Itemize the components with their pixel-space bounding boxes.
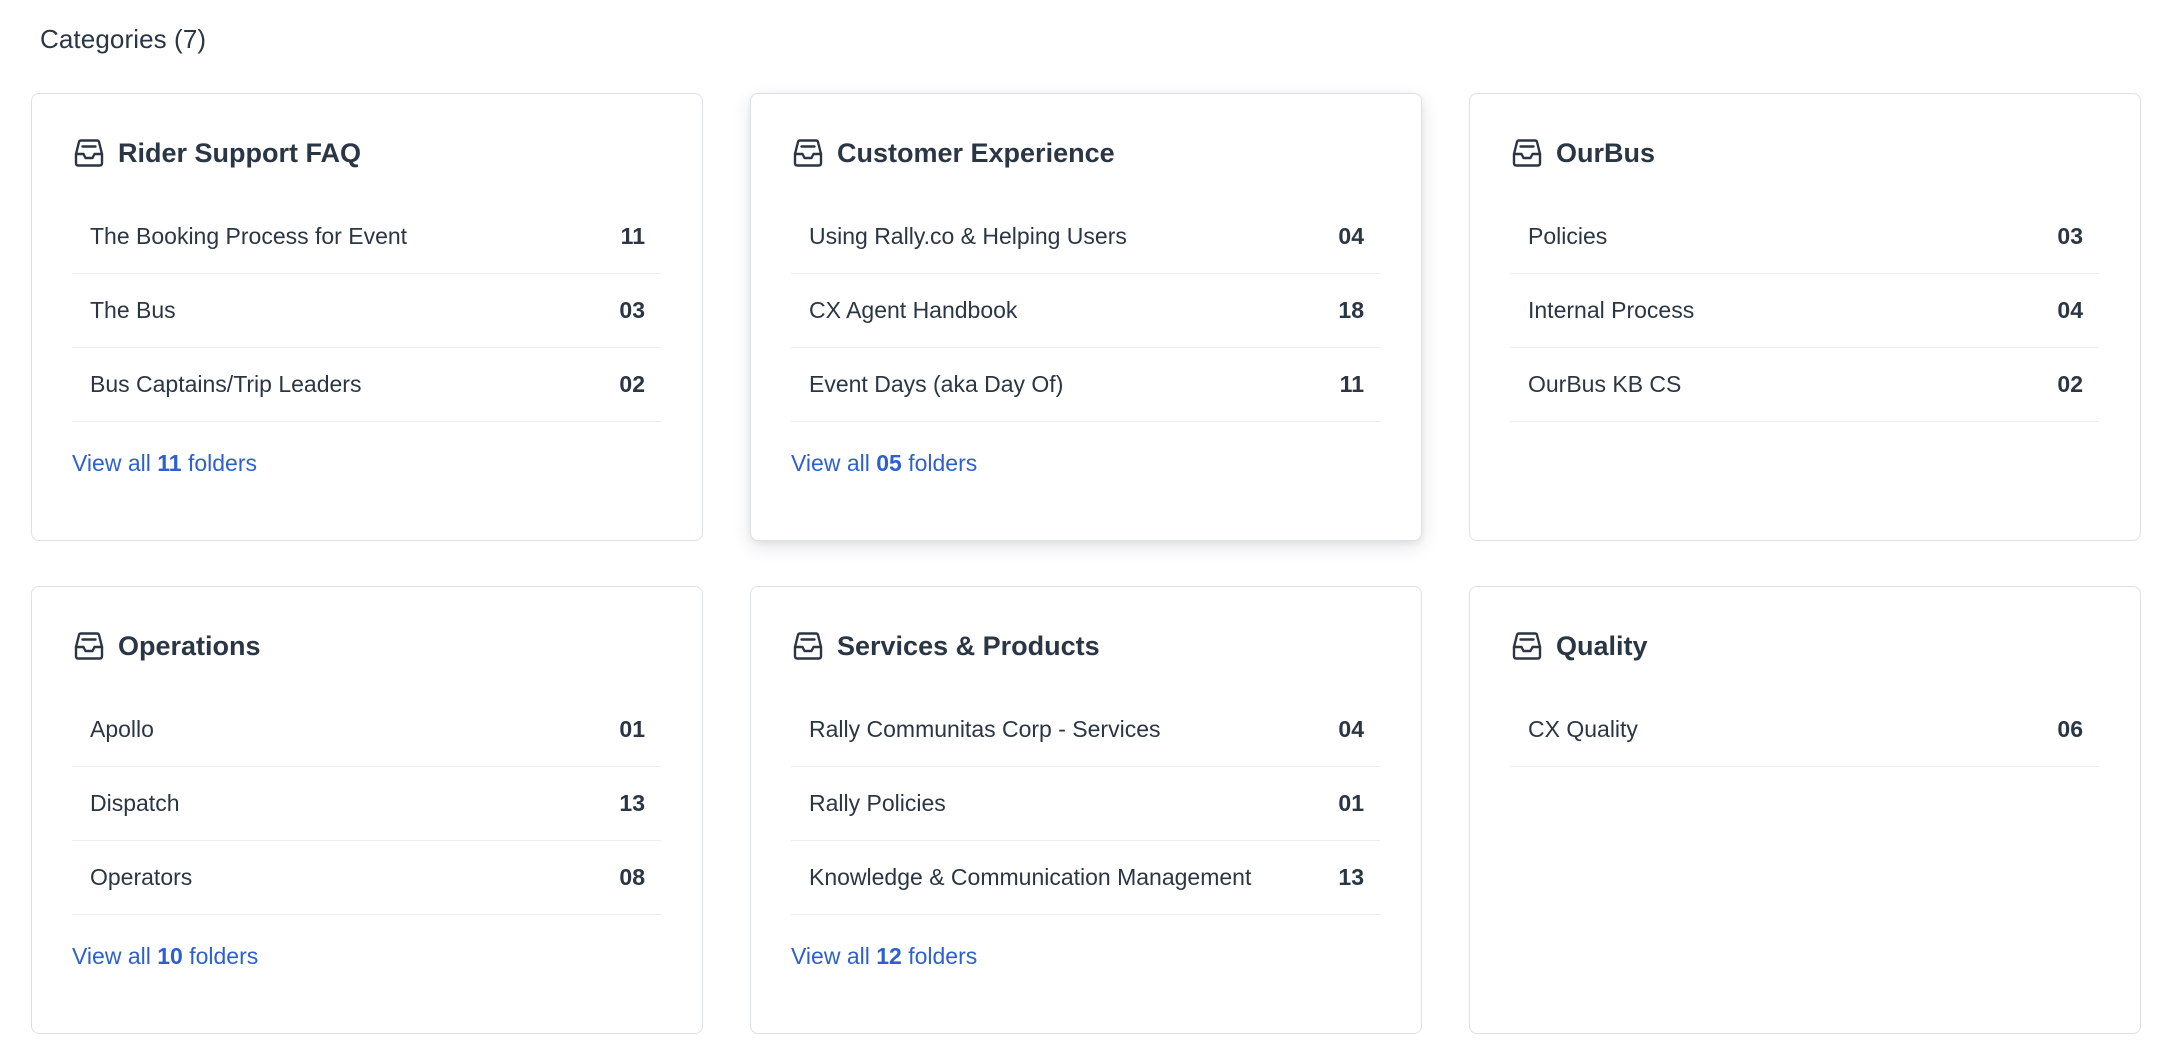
folder-row[interactable]: Using Rally.co & Helping Users 04	[791, 200, 1380, 274]
category-card[interactable]: Quality CX Quality 06	[1469, 586, 2141, 1034]
inbox-tray-icon	[791, 136, 825, 170]
folder-count: 06	[2057, 716, 2083, 742]
folder-name: Internal Process	[1528, 297, 1695, 323]
inbox-tray-icon	[72, 629, 106, 663]
category-card[interactable]: Customer Experience Using Rally.co & Hel…	[750, 93, 1422, 541]
folder-list: CX Quality 06	[1510, 693, 2099, 767]
folder-name: Rally Communitas Corp - Services	[809, 716, 1161, 742]
view-all-folders-link[interactable]: View all 05 folders	[791, 450, 977, 477]
inbox-tray-icon	[72, 136, 106, 170]
folder-list: Apollo 01 Dispatch 13 Operators 08	[72, 693, 661, 915]
view-all-prefix: View all	[72, 450, 151, 476]
folder-list: Rally Communitas Corp - Services 04 Rall…	[791, 693, 1380, 915]
folder-row[interactable]: Policies 03	[1510, 200, 2099, 274]
folder-row[interactable]: Event Days (aka Day Of) 11	[791, 348, 1380, 422]
folder-count: 11	[1339, 371, 1364, 397]
folder-row[interactable]: OurBus KB CS 02	[1510, 348, 2099, 422]
folder-name: Policies	[1528, 223, 1608, 249]
view-all-folders-link[interactable]: View all 10 folders	[72, 943, 258, 970]
folder-count: 03	[2057, 223, 2083, 249]
folder-count: 08	[619, 864, 645, 890]
folder-row[interactable]: Dispatch 13	[72, 767, 661, 841]
view-all-count: 10	[157, 943, 183, 969]
view-all-folders-link[interactable]: View all 12 folders	[791, 943, 977, 970]
folder-count: 18	[1338, 297, 1364, 323]
view-all-count: 05	[876, 450, 902, 476]
folder-row[interactable]: The Bus 03	[72, 274, 661, 348]
folder-name: CX Agent Handbook	[809, 297, 1018, 323]
card-header[interactable]: Operations	[72, 617, 661, 675]
folder-name: Apollo	[90, 716, 154, 742]
view-all-suffix: folders	[908, 450, 978, 476]
view-all-prefix: View all	[791, 943, 870, 969]
view-all-suffix: folders	[908, 943, 978, 969]
card-header[interactable]: Customer Experience	[791, 124, 1380, 182]
category-title[interactable]: OurBus	[1556, 137, 1656, 168]
card-header[interactable]: OurBus	[1510, 124, 2099, 182]
view-all-suffix: folders	[187, 450, 257, 476]
category-card[interactable]: Operations Apollo 01 Dispatch 13 Operato…	[31, 586, 703, 1034]
folder-count: 04	[1338, 716, 1364, 742]
category-title[interactable]: Customer Experience	[837, 137, 1115, 168]
folder-count: 01	[619, 716, 645, 742]
folder-row[interactable]: Internal Process 04	[1510, 274, 2099, 348]
view-all-count: 12	[876, 943, 902, 969]
card-header[interactable]: Services & Products	[791, 617, 1380, 675]
category-grid: Rider Support FAQ The Booking Process fo…	[31, 93, 2142, 1034]
view-all-prefix: View all	[791, 450, 870, 476]
folder-count: 11	[620, 223, 645, 249]
folder-name: Operators	[90, 864, 193, 890]
folder-name: The Bus	[90, 297, 176, 323]
category-title[interactable]: Quality	[1556, 630, 1648, 661]
inbox-tray-icon	[1510, 629, 1544, 663]
folder-count: 03	[619, 297, 645, 323]
folder-name: The Booking Process for Event	[90, 223, 408, 249]
folder-count: 04	[1338, 223, 1364, 249]
folder-name: CX Quality	[1528, 716, 1638, 742]
folder-row[interactable]: Rally Policies 01	[791, 767, 1380, 841]
folder-name: Dispatch	[90, 790, 180, 816]
folder-count: 02	[2057, 371, 2083, 397]
view-all-prefix: View all	[72, 943, 151, 969]
folder-row[interactable]: Apollo 01	[72, 693, 661, 767]
card-header[interactable]: Rider Support FAQ	[72, 124, 661, 182]
category-title[interactable]: Rider Support FAQ	[118, 137, 361, 168]
category-card[interactable]: Services & Products Rally Communitas Cor…	[750, 586, 1422, 1034]
folder-count: 13	[1338, 864, 1364, 890]
folder-name: Using Rally.co & Helping Users	[809, 223, 1127, 249]
folder-name: OurBus KB CS	[1528, 371, 1682, 397]
inbox-tray-icon	[1510, 136, 1544, 170]
folder-row[interactable]: Rally Communitas Corp - Services 04	[791, 693, 1380, 767]
folder-name: Rally Policies	[809, 790, 946, 816]
folder-name: Knowledge & Communication Management	[809, 864, 1252, 890]
category-title[interactable]: Services & Products	[837, 630, 1100, 661]
folder-count: 13	[619, 790, 645, 816]
folder-count: 04	[2057, 297, 2083, 323]
folder-row[interactable]: The Booking Process for Event 11	[72, 200, 661, 274]
folder-name: Bus Captains/Trip Leaders	[90, 371, 362, 397]
page-title: Categories (7)	[40, 24, 207, 54]
view-all-suffix: folders	[189, 943, 259, 969]
folder-list: The Booking Process for Event 11 The Bus…	[72, 200, 661, 422]
folder-name: Event Days (aka Day Of)	[809, 371, 1064, 397]
folder-row[interactable]: Knowledge & Communication Management 13	[791, 841, 1380, 915]
folder-count: 01	[1338, 790, 1364, 816]
category-card[interactable]: Rider Support FAQ The Booking Process fo…	[31, 93, 703, 541]
view-all-count: 11	[157, 450, 182, 476]
view-all-folders-link[interactable]: View all 11 folders	[72, 450, 257, 477]
folder-list: Policies 03 Internal Process 04 OurBus K…	[1510, 200, 2099, 422]
card-header[interactable]: Quality	[1510, 617, 2099, 675]
category-card[interactable]: OurBus Policies 03 Internal Process 04 O…	[1469, 93, 2141, 541]
folder-row[interactable]: Operators 08	[72, 841, 661, 915]
folder-row[interactable]: CX Agent Handbook 18	[791, 274, 1380, 348]
folder-list: Using Rally.co & Helping Users 04 CX Age…	[791, 200, 1380, 422]
folder-row[interactable]: Bus Captains/Trip Leaders 02	[72, 348, 661, 422]
inbox-tray-icon	[791, 629, 825, 663]
folder-row[interactable]: CX Quality 06	[1510, 693, 2099, 767]
folder-count: 02	[619, 371, 645, 397]
category-title[interactable]: Operations	[118, 630, 261, 661]
